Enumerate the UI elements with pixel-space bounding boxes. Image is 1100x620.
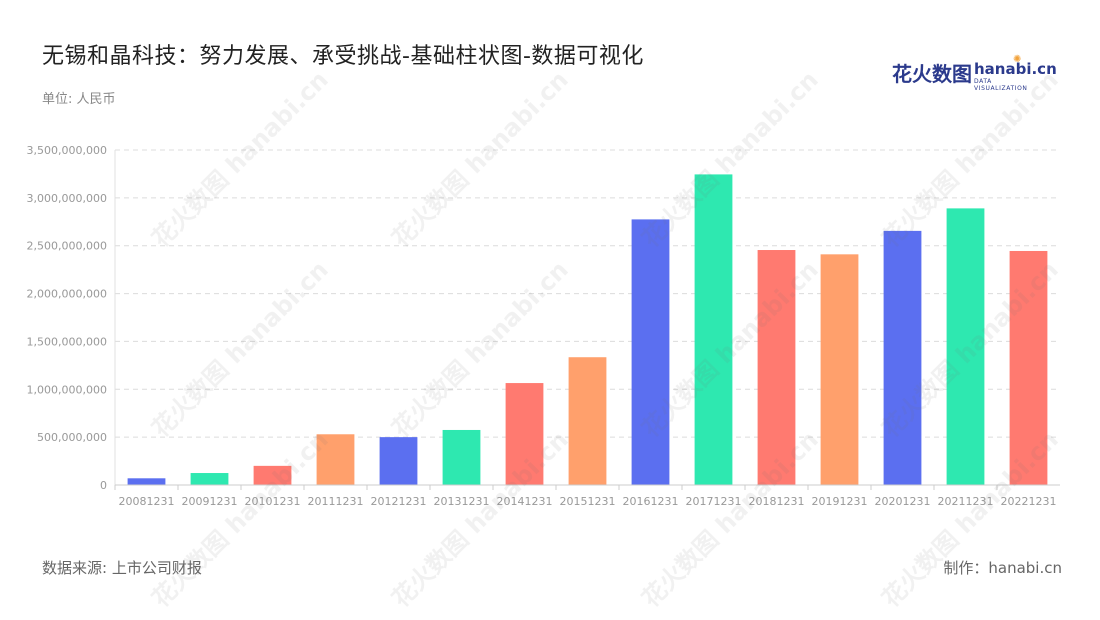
- logo-cn-text: 花火数图: [892, 62, 972, 86]
- bar-20171231[interactable]: [694, 174, 733, 485]
- bars: [127, 174, 1048, 485]
- bar-20191231[interactable]: [820, 254, 859, 485]
- bar-20151231[interactable]: [568, 357, 607, 485]
- x-tick-label: 20081231: [119, 495, 175, 508]
- bar-20121231[interactable]: [379, 437, 418, 485]
- x-tick-label: 20141231: [497, 495, 553, 508]
- bar-20141231[interactable]: [505, 383, 544, 485]
- y-tick-label: 2,000,000,000: [27, 288, 107, 301]
- y-tick-label: 500,000,000: [37, 431, 107, 444]
- y-tick-label: 3,500,000,000: [27, 144, 107, 157]
- bar-20181231[interactable]: [757, 250, 796, 485]
- bar-20201231[interactable]: [883, 230, 922, 485]
- bar-20111231[interactable]: [316, 434, 355, 485]
- x-tick-label: 20191231: [812, 495, 868, 508]
- bar-20101231[interactable]: [253, 465, 292, 485]
- data-source: 数据来源: 上市公司财报: [42, 559, 202, 577]
- x-tick-label: 20091231: [182, 495, 238, 508]
- x-tick-label: 20201231: [875, 495, 931, 508]
- y-tick-label: 2,500,000,000: [27, 240, 107, 253]
- bar-20091231[interactable]: [190, 473, 229, 485]
- y-tick-label: 1,500,000,000: [27, 335, 107, 348]
- x-tick-label: 20111231: [308, 495, 364, 508]
- y-tick-label: 1,000,000,000: [27, 383, 107, 396]
- x-tick-label: 20131231: [434, 495, 490, 508]
- x-tick-label: 20101231: [245, 495, 301, 508]
- x-tick-label: 20221231: [1001, 495, 1057, 508]
- unit-label: 单位: 人民币: [42, 92, 116, 107]
- x-tick-label: 20171231: [686, 495, 742, 508]
- x-axis: 20081231 20091231 20101231 20111231 20121231…: [114, 484, 1060, 508]
- x-tick-label: 20151231: [560, 495, 616, 508]
- page-title: 无锡和晶科技：努力发展、承受挑战-基础柱状图-数据可视化: [42, 44, 644, 69]
- y-tick-label: 3,000,000,000: [27, 192, 107, 205]
- sparkle-icon: ✺: [1013, 54, 1022, 65]
- x-tick-label: 20211231: [938, 495, 994, 508]
- maker-credit: 制作：hanabi.cn: [943, 559, 1062, 577]
- bar-20211231[interactable]: [946, 208, 985, 485]
- x-tick-label: 20121231: [371, 495, 427, 508]
- y-axis: 0 500,000,000 1,000,000,000 1,500,000,000 2,…: [27, 144, 116, 492]
- y-tick-label: 0: [100, 479, 107, 492]
- logo-en-text: hanabi.cn: [974, 60, 1057, 78]
- brand-logo: 花火数图 hanabi.cn DATA VISUALIZATION ✺: [892, 54, 1057, 92]
- x-tick-label: 20181231: [749, 495, 805, 508]
- bar-20081231[interactable]: [127, 478, 166, 485]
- bar-20131231[interactable]: [442, 429, 481, 485]
- bar-20161231[interactable]: [631, 219, 670, 485]
- x-tick-label: 20161231: [623, 495, 679, 508]
- logo-sub-text: DATA VISUALIZATION: [974, 78, 1028, 92]
- bar-20221231[interactable]: [1009, 250, 1048, 485]
